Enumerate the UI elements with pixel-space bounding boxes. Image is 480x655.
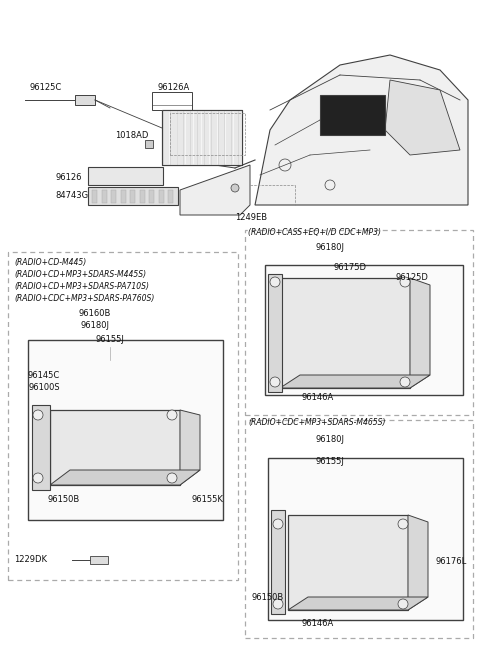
Bar: [268, 274, 282, 392]
Text: 96155J: 96155J: [96, 335, 124, 345]
Bar: [170, 110, 177, 165]
Text: 96145C: 96145C: [28, 371, 60, 379]
Bar: [170, 113, 245, 155]
Text: 96126A: 96126A: [158, 83, 190, 92]
Text: (RADIO+CASS+EQ+I/D CDC+MP3): (RADIO+CASS+EQ+I/D CDC+MP3): [248, 227, 381, 236]
Circle shape: [231, 184, 239, 192]
Text: 96150B: 96150B: [252, 593, 284, 603]
Bar: [320, 95, 385, 135]
Text: 1018AD: 1018AD: [115, 130, 148, 140]
Bar: [168, 190, 173, 203]
Circle shape: [273, 599, 283, 609]
Text: 1249EB: 1249EB: [235, 214, 267, 223]
Text: 96146A: 96146A: [302, 618, 334, 627]
Bar: [111, 190, 116, 203]
Bar: [162, 110, 242, 165]
Bar: [245, 230, 473, 415]
Text: 96125D: 96125D: [395, 274, 428, 282]
Bar: [268, 458, 463, 620]
Bar: [245, 420, 473, 638]
Bar: [288, 515, 408, 610]
Text: 96176L: 96176L: [435, 557, 466, 567]
Polygon shape: [50, 470, 200, 485]
Bar: [271, 510, 285, 614]
Circle shape: [400, 377, 410, 387]
Text: 96146A: 96146A: [302, 394, 334, 403]
Bar: [265, 265, 463, 395]
Text: (RADIO+CD+MP3+SDARS-PA710S): (RADIO+CD+MP3+SDARS-PA710S): [14, 282, 149, 291]
Circle shape: [167, 473, 177, 483]
Polygon shape: [288, 597, 428, 610]
Bar: [101, 190, 107, 203]
Text: (RADIO+CD-M445): (RADIO+CD-M445): [14, 258, 86, 267]
Bar: [162, 110, 242, 165]
Bar: [162, 110, 169, 165]
Bar: [234, 110, 241, 165]
Bar: [92, 190, 97, 203]
Bar: [28, 340, 223, 520]
Text: 96180J: 96180J: [315, 436, 345, 445]
Polygon shape: [408, 515, 428, 610]
Text: 84743G: 84743G: [55, 191, 88, 200]
Bar: [280, 278, 410, 388]
Text: 96100S: 96100S: [28, 383, 60, 392]
Polygon shape: [255, 55, 468, 205]
Text: 96155K: 96155K: [192, 495, 224, 504]
Bar: [120, 190, 125, 203]
Bar: [218, 110, 225, 165]
Bar: [8, 252, 238, 580]
Bar: [50, 410, 180, 485]
Text: 96126: 96126: [55, 172, 82, 181]
Polygon shape: [385, 80, 460, 155]
Bar: [32, 405, 50, 490]
Bar: [145, 140, 153, 148]
Text: 96180J: 96180J: [315, 244, 345, 252]
Bar: [130, 190, 135, 203]
Bar: [140, 190, 144, 203]
Text: (RADIO+CDC+MP3+SDARS-M465S): (RADIO+CDC+MP3+SDARS-M465S): [248, 419, 385, 428]
Bar: [152, 92, 192, 110]
Text: 96180J: 96180J: [81, 320, 109, 329]
Bar: [178, 110, 185, 165]
Polygon shape: [280, 375, 430, 388]
Polygon shape: [180, 410, 200, 485]
Text: (RADIO+CDC+MP3+SDARS-PA760S): (RADIO+CDC+MP3+SDARS-PA760S): [14, 294, 155, 303]
Polygon shape: [180, 165, 250, 215]
Bar: [210, 110, 217, 165]
Circle shape: [167, 410, 177, 420]
Polygon shape: [410, 278, 430, 388]
Bar: [75, 95, 95, 105]
Circle shape: [398, 599, 408, 609]
Circle shape: [270, 377, 280, 387]
Circle shape: [273, 519, 283, 529]
Text: (RADIO+CD+MP3+SDARS-M445S): (RADIO+CD+MP3+SDARS-M445S): [14, 270, 146, 279]
Bar: [90, 556, 108, 564]
Circle shape: [33, 410, 43, 420]
Bar: [88, 167, 163, 185]
Circle shape: [270, 277, 280, 287]
Bar: [186, 110, 193, 165]
Text: 96155J: 96155J: [315, 457, 345, 466]
Bar: [158, 190, 164, 203]
Circle shape: [33, 473, 43, 483]
Circle shape: [398, 519, 408, 529]
Text: 1229DK: 1229DK: [14, 555, 47, 565]
Bar: [194, 110, 201, 165]
Bar: [226, 110, 233, 165]
Bar: [202, 110, 209, 165]
Circle shape: [400, 277, 410, 287]
Text: 96125C: 96125C: [30, 83, 62, 92]
Text: 96150B: 96150B: [48, 495, 80, 504]
Text: 96160B: 96160B: [79, 309, 111, 318]
Bar: [88, 187, 178, 205]
Text: 96175D: 96175D: [334, 263, 367, 272]
Bar: [149, 190, 154, 203]
